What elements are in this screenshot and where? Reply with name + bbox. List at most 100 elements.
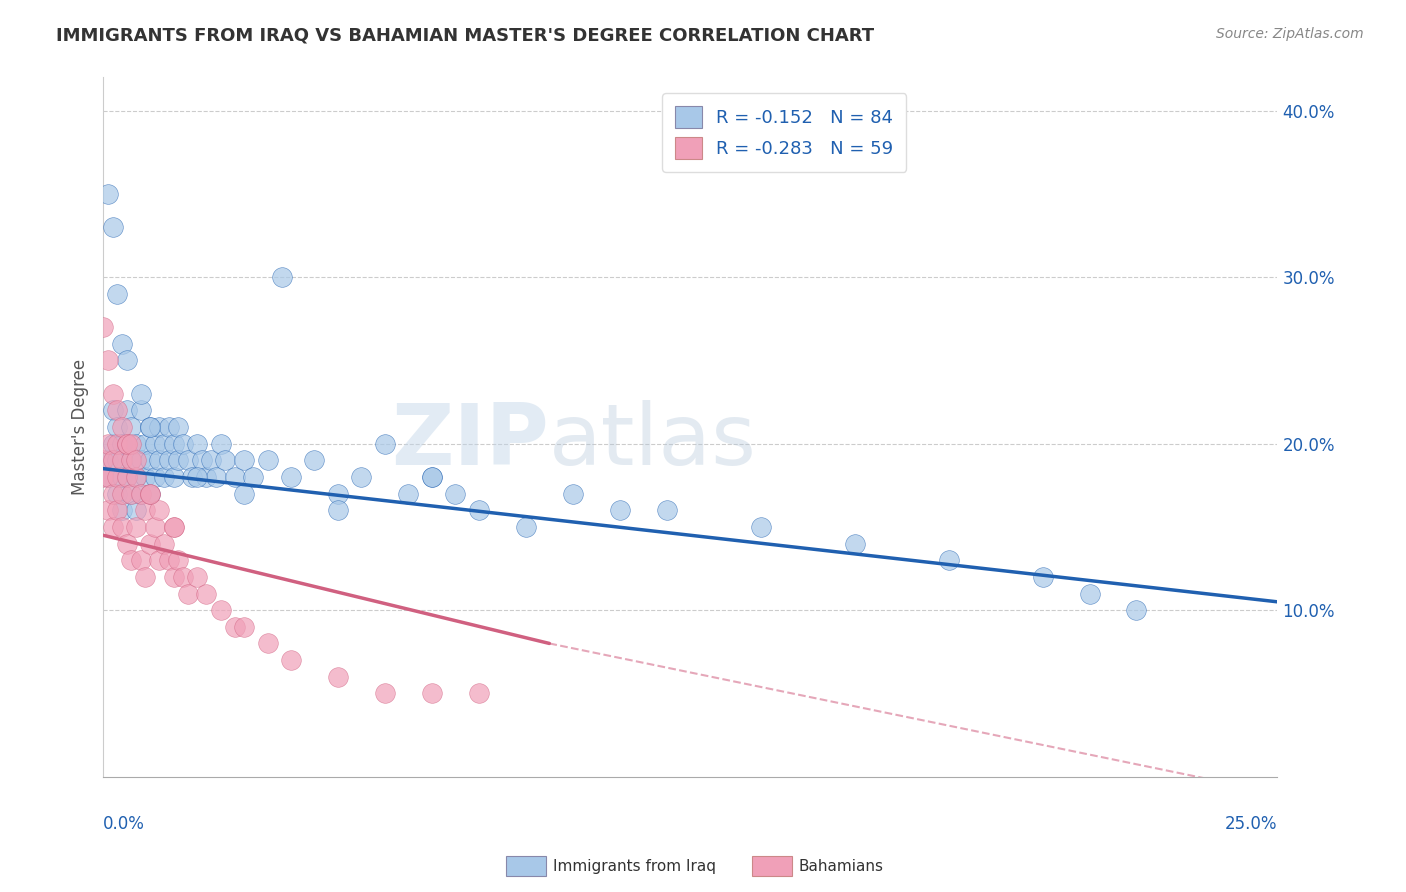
Point <box>129 486 152 500</box>
Point <box>200 453 222 467</box>
Text: 0.0%: 0.0% <box>103 815 145 833</box>
Point <box>120 453 142 467</box>
Point <box>111 520 134 534</box>
Point <box>242 470 264 484</box>
Point <box>91 453 114 467</box>
Point <box>609 503 631 517</box>
Point <box>111 336 134 351</box>
Point <box>162 520 184 534</box>
Point <box>420 470 443 484</box>
Point <box>120 486 142 500</box>
Point <box>139 536 162 550</box>
Point <box>120 420 142 434</box>
Point <box>374 436 396 450</box>
Point <box>167 453 190 467</box>
Y-axis label: Master's Degree: Master's Degree <box>72 359 89 495</box>
Point <box>115 353 138 368</box>
Point <box>181 470 204 484</box>
Point <box>125 436 148 450</box>
Point <box>374 686 396 700</box>
Point <box>105 503 128 517</box>
Point <box>350 470 373 484</box>
Point <box>1125 603 1147 617</box>
Point <box>186 470 208 484</box>
Point <box>115 436 138 450</box>
Point <box>172 436 194 450</box>
Point <box>105 486 128 500</box>
Point <box>162 470 184 484</box>
Text: ZIP: ZIP <box>392 400 550 483</box>
Point <box>125 470 148 484</box>
Point <box>162 520 184 534</box>
Point <box>844 536 866 550</box>
Point <box>420 686 443 700</box>
Point <box>139 420 162 434</box>
Point <box>304 453 326 467</box>
Point <box>749 520 772 534</box>
Point <box>120 436 142 450</box>
Legend: R = -0.152   N = 84, R = -0.283   N = 59: R = -0.152 N = 84, R = -0.283 N = 59 <box>662 94 907 172</box>
Point <box>153 470 176 484</box>
Point <box>153 536 176 550</box>
Point <box>139 486 162 500</box>
Point <box>97 186 120 201</box>
Point <box>270 270 292 285</box>
Point <box>561 486 583 500</box>
Point <box>115 436 138 450</box>
Point <box>214 453 236 467</box>
Point <box>233 453 256 467</box>
Point <box>125 470 148 484</box>
Point <box>129 553 152 567</box>
Point <box>224 470 246 484</box>
Point <box>105 453 128 467</box>
Text: Immigrants from Iraq: Immigrants from Iraq <box>553 859 716 873</box>
Point <box>125 503 148 517</box>
Point <box>97 503 120 517</box>
Point <box>326 486 349 500</box>
Point <box>515 520 537 534</box>
Point <box>101 486 124 500</box>
Point <box>195 586 218 600</box>
Point <box>111 420 134 434</box>
Point <box>148 503 170 517</box>
Point <box>101 220 124 235</box>
Point <box>468 503 491 517</box>
Point <box>120 553 142 567</box>
Point <box>129 386 152 401</box>
Point <box>97 436 120 450</box>
Point <box>91 320 114 334</box>
Point <box>111 503 134 517</box>
Text: Source: ZipAtlas.com: Source: ZipAtlas.com <box>1216 27 1364 41</box>
Point <box>134 470 156 484</box>
Point <box>157 553 180 567</box>
Point <box>195 470 218 484</box>
Point <box>105 403 128 417</box>
Point <box>101 520 124 534</box>
Point <box>120 453 142 467</box>
Point <box>125 520 148 534</box>
Point <box>129 403 152 417</box>
Point <box>101 436 124 450</box>
Point <box>105 286 128 301</box>
Point <box>134 570 156 584</box>
Point <box>115 436 138 450</box>
Point <box>134 436 156 450</box>
Point <box>120 486 142 500</box>
Point <box>280 470 302 484</box>
Point <box>105 436 128 450</box>
Point <box>148 553 170 567</box>
Point <box>444 486 467 500</box>
Point <box>655 503 678 517</box>
Point <box>115 470 138 484</box>
Point <box>143 520 166 534</box>
Point <box>172 570 194 584</box>
Point <box>938 553 960 567</box>
Point <box>396 486 419 500</box>
Point <box>101 453 124 467</box>
Point <box>256 636 278 650</box>
Point <box>209 436 232 450</box>
Point <box>143 436 166 450</box>
Point <box>162 436 184 450</box>
Point <box>139 453 162 467</box>
Point <box>1078 586 1101 600</box>
